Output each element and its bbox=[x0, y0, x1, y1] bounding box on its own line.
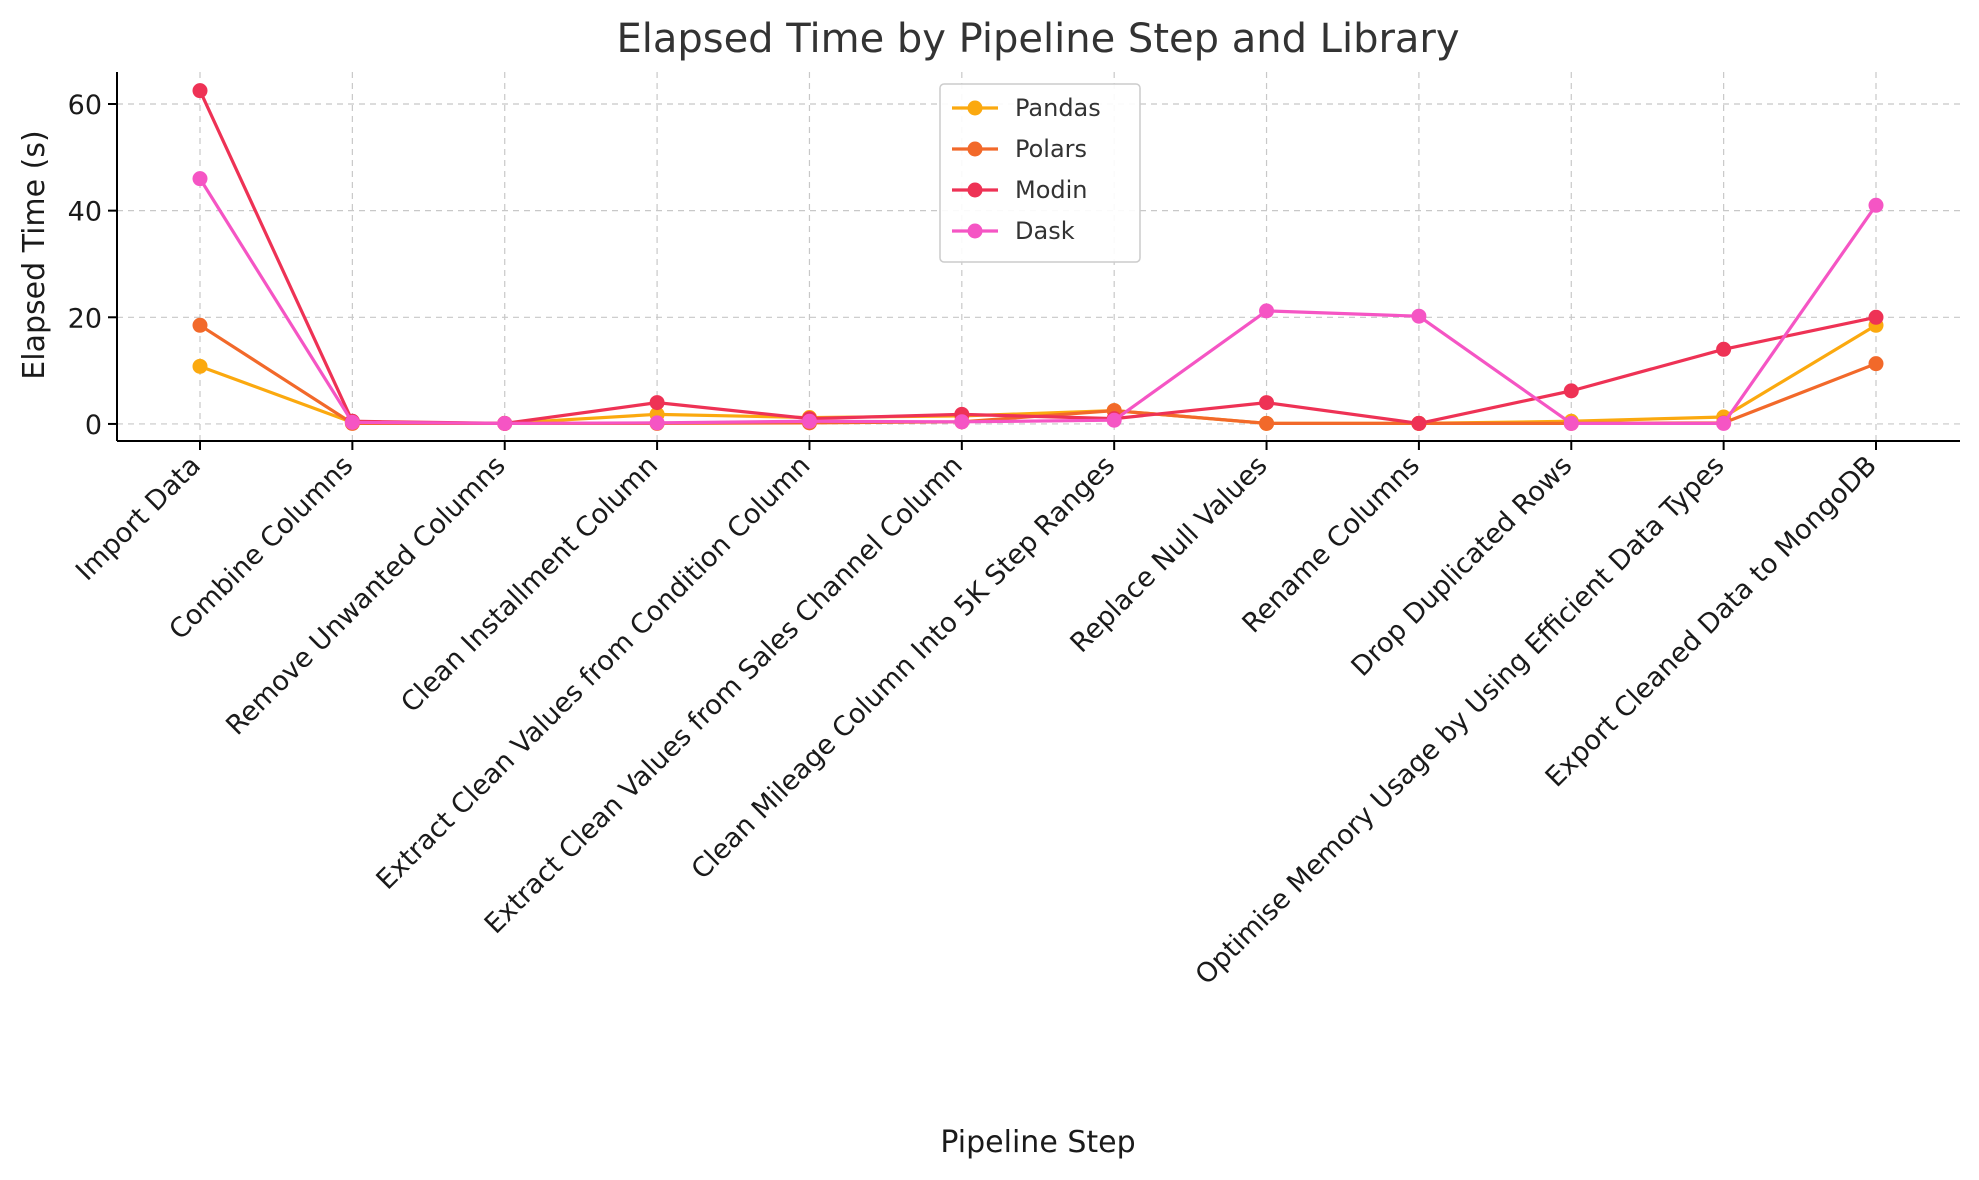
x-tick-label: Remove Unwanted Columns bbox=[220, 450, 511, 741]
y-tick-label: 20 bbox=[68, 303, 102, 334]
series-line-polars bbox=[199, 323, 1877, 426]
data-point-polars bbox=[192, 317, 208, 333]
data-point-dask bbox=[649, 415, 665, 431]
data-point-dask bbox=[801, 413, 817, 429]
data-point-dask bbox=[1716, 415, 1732, 431]
data-point-dask bbox=[1411, 308, 1427, 324]
legend-item-modin: Modin bbox=[952, 176, 1088, 204]
data-point-dask bbox=[1868, 197, 1884, 213]
series-line-pandas bbox=[199, 323, 1877, 426]
legend-label: Polars bbox=[1015, 135, 1087, 163]
data-point-modin bbox=[1563, 383, 1579, 399]
legend-swatch-marker bbox=[967, 182, 983, 198]
legend-swatch-marker bbox=[967, 100, 983, 116]
data-point-modin bbox=[1411, 415, 1427, 431]
legend-label: Dask bbox=[1015, 217, 1075, 245]
x-tick-label: Import Data bbox=[70, 450, 207, 587]
data-point-dask bbox=[497, 415, 513, 431]
data-point-dask bbox=[192, 171, 208, 187]
legend-item-dask: Dask bbox=[952, 217, 1075, 245]
legend: Pandas Polars Modin Dask bbox=[939, 83, 1141, 263]
y-tick-label: 0 bbox=[85, 410, 102, 441]
series-line-dask bbox=[198, 177, 1878, 426]
legend-label: Pandas bbox=[1015, 94, 1101, 122]
data-point-modin bbox=[1868, 309, 1884, 325]
data-point-dask bbox=[954, 414, 970, 430]
data-point-modin bbox=[1716, 341, 1732, 357]
data-point-dask bbox=[1563, 415, 1579, 431]
data-point-polars bbox=[1259, 415, 1275, 431]
legend-item-pandas: Pandas bbox=[952, 94, 1101, 122]
y-tick-label: 60 bbox=[68, 90, 102, 121]
data-point-modin bbox=[1259, 395, 1275, 411]
x-tick-label: Export Cleaned Data to MongoDB bbox=[1540, 450, 1883, 793]
x-tick-label: Optimise Memory Usage by Using Efficient… bbox=[1190, 450, 1731, 991]
data-point-dask bbox=[1259, 303, 1275, 319]
series-dask bbox=[192, 171, 1884, 431]
y-axis-label: Elapsed Time (s) bbox=[17, 130, 52, 379]
series-layer bbox=[192, 83, 1884, 431]
data-point-dask bbox=[344, 414, 360, 430]
legend-item-polars: Polars bbox=[952, 135, 1087, 163]
x-axis-label: Pipeline Step bbox=[940, 1125, 1135, 1160]
data-point-pandas bbox=[192, 358, 208, 374]
data-point-dask bbox=[1106, 412, 1122, 428]
chart-title: Elapsed Time by Pipeline Step and Librar… bbox=[616, 16, 1459, 62]
data-point-polars bbox=[1868, 356, 1884, 372]
data-point-modin bbox=[649, 395, 665, 411]
legend-label: Modin bbox=[1015, 176, 1088, 204]
legend-swatch-marker bbox=[967, 223, 983, 239]
data-point-modin bbox=[192, 83, 208, 99]
y-tick-label: 40 bbox=[68, 197, 102, 228]
legend-frame bbox=[939, 83, 1141, 263]
x-tick-label: Clean Installment Column bbox=[395, 450, 664, 719]
legend-swatch-marker bbox=[967, 141, 983, 157]
